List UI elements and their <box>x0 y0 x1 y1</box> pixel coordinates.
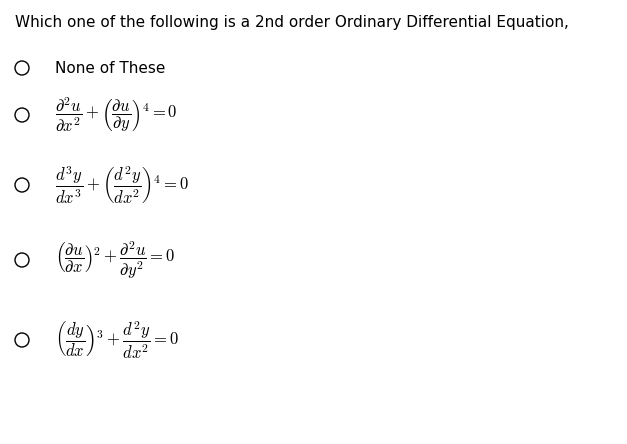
Text: $\left(\dfrac{\partial u}{\partial x}\right)^2 + \dfrac{\partial^2 u}{\partial y: $\left(\dfrac{\partial u}{\partial x}\ri… <box>55 239 175 281</box>
Text: $\dfrac{d^3 y}{dx^3} + \left(\dfrac{d^2 y}{dx^2}\right)^4 = 0$: $\dfrac{d^3 y}{dx^3} + \left(\dfrac{d^2 … <box>55 164 189 206</box>
Text: $\dfrac{\partial^2 u}{\partial x^2} + \left(\dfrac{\partial u}{\partial y}\right: $\dfrac{\partial^2 u}{\partial x^2} + \l… <box>55 95 177 135</box>
Text: $\left(\dfrac{dy}{dx}\right)^3 + \dfrac{d^2 y}{dx^2} = 0$: $\left(\dfrac{dy}{dx}\right)^3 + \dfrac{… <box>55 319 179 361</box>
Text: None of These: None of These <box>55 60 166 75</box>
Text: Which one of the following is a 2nd order Ordinary Differential Equation,: Which one of the following is a 2nd orde… <box>15 15 569 30</box>
